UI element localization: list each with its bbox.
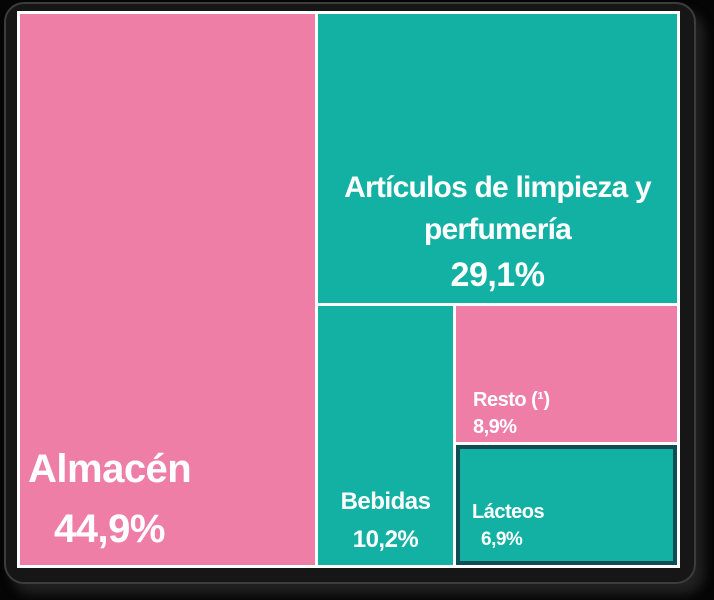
treemap-cell-articulos-de-limpieza-y-perfumeria: Artículos de limpieza y perfumería 29,1% bbox=[318, 14, 677, 303]
cell-value: 44,9% bbox=[54, 507, 165, 551]
cell-label-line1: Artículos de limpieza y bbox=[344, 170, 652, 204]
treemap-cell-resto: Resto (¹) 8,9% bbox=[456, 306, 677, 442]
treemap: Almacén 44,9% Artículos de limpieza y pe… bbox=[17, 11, 680, 568]
cell-value: 8,9% bbox=[473, 416, 517, 438]
cell-label: Lácteos bbox=[472, 501, 545, 524]
cell-label: Almacén bbox=[28, 447, 192, 491]
treemap-cell-bebidas: Bebidas 10,2% bbox=[318, 306, 453, 565]
cell-value: 10,2% bbox=[352, 526, 419, 554]
treemap-cell-lacteos: Lácteos 6,9% bbox=[456, 445, 677, 565]
chart-frame: Almacén 44,9% Artículos de limpieza y pe… bbox=[4, 2, 696, 584]
cell-label: Resto (¹) bbox=[473, 389, 550, 411]
cell-label-line2: perfumería bbox=[423, 212, 572, 246]
treemap-cell-almacen: Almacén 44,9% bbox=[20, 14, 315, 565]
cell-label: Bebidas bbox=[340, 488, 431, 516]
cell-value: 29,1% bbox=[450, 255, 545, 294]
cell-value: 6,9% bbox=[481, 529, 523, 551]
